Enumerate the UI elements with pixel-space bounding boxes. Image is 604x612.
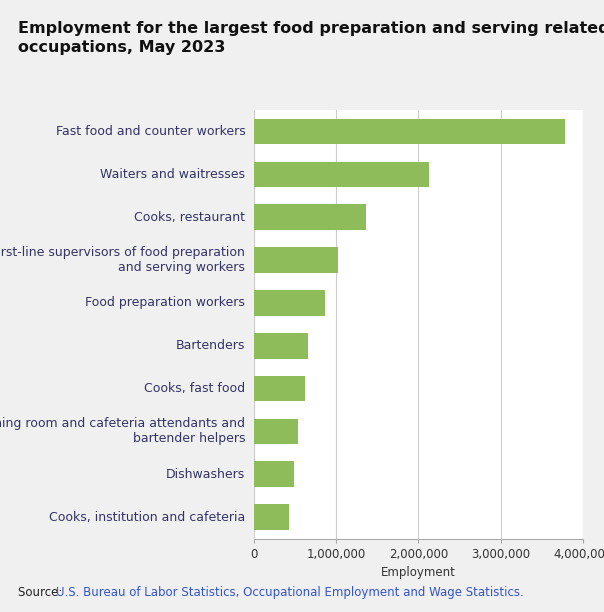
Text: Employment for the largest food preparation and serving related: Employment for the largest food preparat… (18, 21, 604, 37)
Bar (254, 461, 294, 487)
Bar (254, 419, 298, 444)
Bar (254, 119, 565, 144)
Bar (254, 504, 289, 530)
Bar (254, 333, 308, 359)
Text: occupations, May 2023: occupations, May 2023 (18, 40, 225, 55)
Bar (254, 162, 429, 187)
Bar (254, 204, 367, 230)
X-axis label: Employment: Employment (381, 566, 455, 579)
Text: Source:: Source: (18, 586, 66, 599)
Bar (254, 247, 338, 273)
Bar (254, 290, 326, 316)
Text: U.S. Bureau of Labor Statistics, Occupational Employment and Wage Statistics.: U.S. Bureau of Labor Statistics, Occupat… (56, 586, 523, 599)
Bar (254, 376, 304, 401)
